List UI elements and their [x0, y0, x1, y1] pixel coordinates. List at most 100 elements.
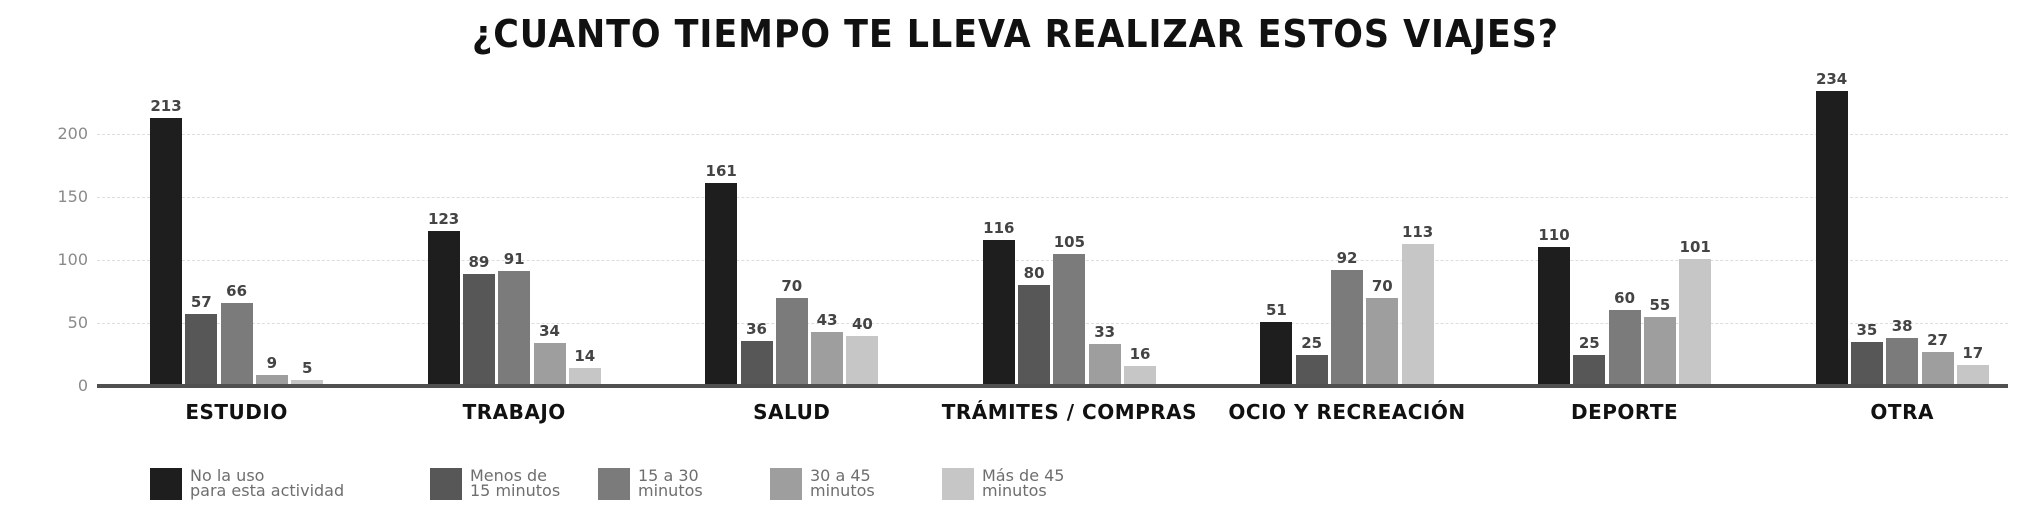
gridline: [97, 197, 2008, 198]
category-label: TRABAJO: [462, 400, 566, 424]
bar-value-label: 89: [468, 252, 490, 271]
bar-value-label: 66: [226, 281, 248, 300]
bar: [533, 343, 566, 386]
gridline: [97, 260, 2008, 261]
bar-value-label: 60: [1614, 289, 1636, 308]
bar-value-label: 70: [781, 276, 803, 295]
bar: [1608, 310, 1641, 386]
bar-value-label: 38: [1891, 317, 1913, 336]
bar-value-label: 25: [1301, 333, 1323, 352]
y-tick-label: 50: [67, 313, 88, 332]
y-tick-label: 100: [57, 250, 88, 269]
bar: [568, 368, 601, 386]
bar: [462, 273, 495, 386]
bar: [1366, 297, 1399, 386]
bar-value-label: 113: [1401, 222, 1434, 241]
y-tick-label: 0: [77, 376, 88, 395]
category-label: ESTUDIO: [185, 400, 288, 424]
bar-value-label: 16: [1129, 344, 1151, 363]
legend-swatch: [598, 468, 630, 500]
category-label: OTRA: [1870, 400, 1934, 424]
bar-value-label: 17: [1962, 343, 1984, 362]
bar-value-label: 101: [1679, 237, 1711, 256]
bar-value-label: 234: [1815, 70, 1848, 89]
bar-value-label: 34: [539, 322, 560, 341]
bar: [1401, 243, 1434, 386]
bar: [1538, 247, 1570, 386]
bar-value-label: 5: [301, 358, 313, 377]
bar: [1850, 341, 1883, 386]
bar-value-label: 123: [427, 210, 460, 229]
bar: [1886, 338, 1919, 386]
bar: [150, 117, 182, 386]
bar-value-label: 92: [1336, 249, 1358, 268]
bar: [1331, 270, 1363, 386]
legend-label-line1: 15 a 30: [638, 466, 699, 485]
bar: [1053, 253, 1086, 386]
bar: [291, 379, 324, 386]
bar-value-label: 14: [574, 347, 596, 366]
category-label: DEPORTE: [1570, 400, 1679, 424]
legend-label-line2: para esta actividad: [190, 481, 345, 500]
bar: [1260, 321, 1293, 386]
bar-value-label: 70: [1371, 276, 1393, 295]
bar: [427, 231, 460, 386]
bar-value-label: 213: [150, 96, 182, 115]
gridline: [97, 134, 2008, 135]
category-label: OCIO Y RECREACIÓN: [1228, 400, 1466, 424]
bar-value-label: 36: [746, 319, 767, 338]
legend-swatch: [150, 468, 182, 500]
bar: [1643, 316, 1676, 386]
bar: [1921, 351, 1954, 386]
bar-value-label: 33: [1094, 323, 1116, 342]
bar: [1124, 365, 1156, 386]
legend-label: Menos de 15 minutos: [470, 466, 561, 500]
bar-value-label: 80: [1023, 264, 1045, 283]
bar-value-label: 43: [816, 310, 838, 329]
category-label: SALUD: [753, 400, 831, 424]
bar-value-label: 110: [1538, 226, 1570, 245]
legend-swatch: [430, 468, 462, 500]
bar-value-label: 91: [503, 250, 525, 269]
legend-label: No la uso para esta actividad: [190, 466, 345, 500]
bar: [185, 314, 218, 386]
bar: [1573, 354, 1606, 386]
gridline: [97, 323, 2008, 324]
legend-label-line1: No la uso: [190, 466, 265, 485]
bar: [740, 340, 773, 386]
y-tick-label: 200: [57, 124, 88, 143]
bar: [220, 302, 253, 386]
legend-label-line1: Menos de: [470, 466, 547, 485]
legend-label: Más de 45 minutos: [982, 466, 1065, 500]
bar: [811, 331, 844, 386]
bar-value-label: 51: [1265, 300, 1287, 319]
bar: [775, 297, 808, 386]
legend-label-line1: Más de 45: [982, 466, 1065, 485]
legend-label-line2: minutos: [638, 481, 703, 500]
bar: [1018, 285, 1051, 386]
bar-value-label: 55: [1649, 295, 1671, 314]
bar: [1815, 91, 1848, 386]
chart-title: ¿CUANTO TIEMPO TE LLEVA REALIZAR ESTOS V…: [471, 12, 1559, 56]
legend-label-line2: minutos: [982, 481, 1047, 500]
bar-value-label: 40: [851, 314, 873, 333]
bar: [1088, 344, 1121, 386]
bar-value-label: 25: [1578, 333, 1600, 352]
legend-label: 15 a 30 minutos: [638, 466, 703, 500]
bar-value-label: 105: [1053, 232, 1086, 251]
bar-value-label: 116: [983, 218, 1015, 237]
bar-value-label: 9: [266, 353, 278, 372]
bar: [982, 239, 1015, 386]
bar-value-label: 27: [1927, 330, 1948, 349]
legend-label-line2: 15 minutos: [470, 481, 561, 500]
bar: [1956, 364, 1989, 386]
bar: [705, 183, 738, 386]
bar: [255, 374, 288, 386]
bar: [1679, 258, 1712, 386]
bar-value-label: 35: [1856, 320, 1878, 339]
legend-swatch: [770, 468, 802, 500]
legend-swatch: [942, 468, 974, 500]
legend-label-line2: minutos: [810, 481, 875, 500]
x-axis-line: [97, 384, 2008, 388]
